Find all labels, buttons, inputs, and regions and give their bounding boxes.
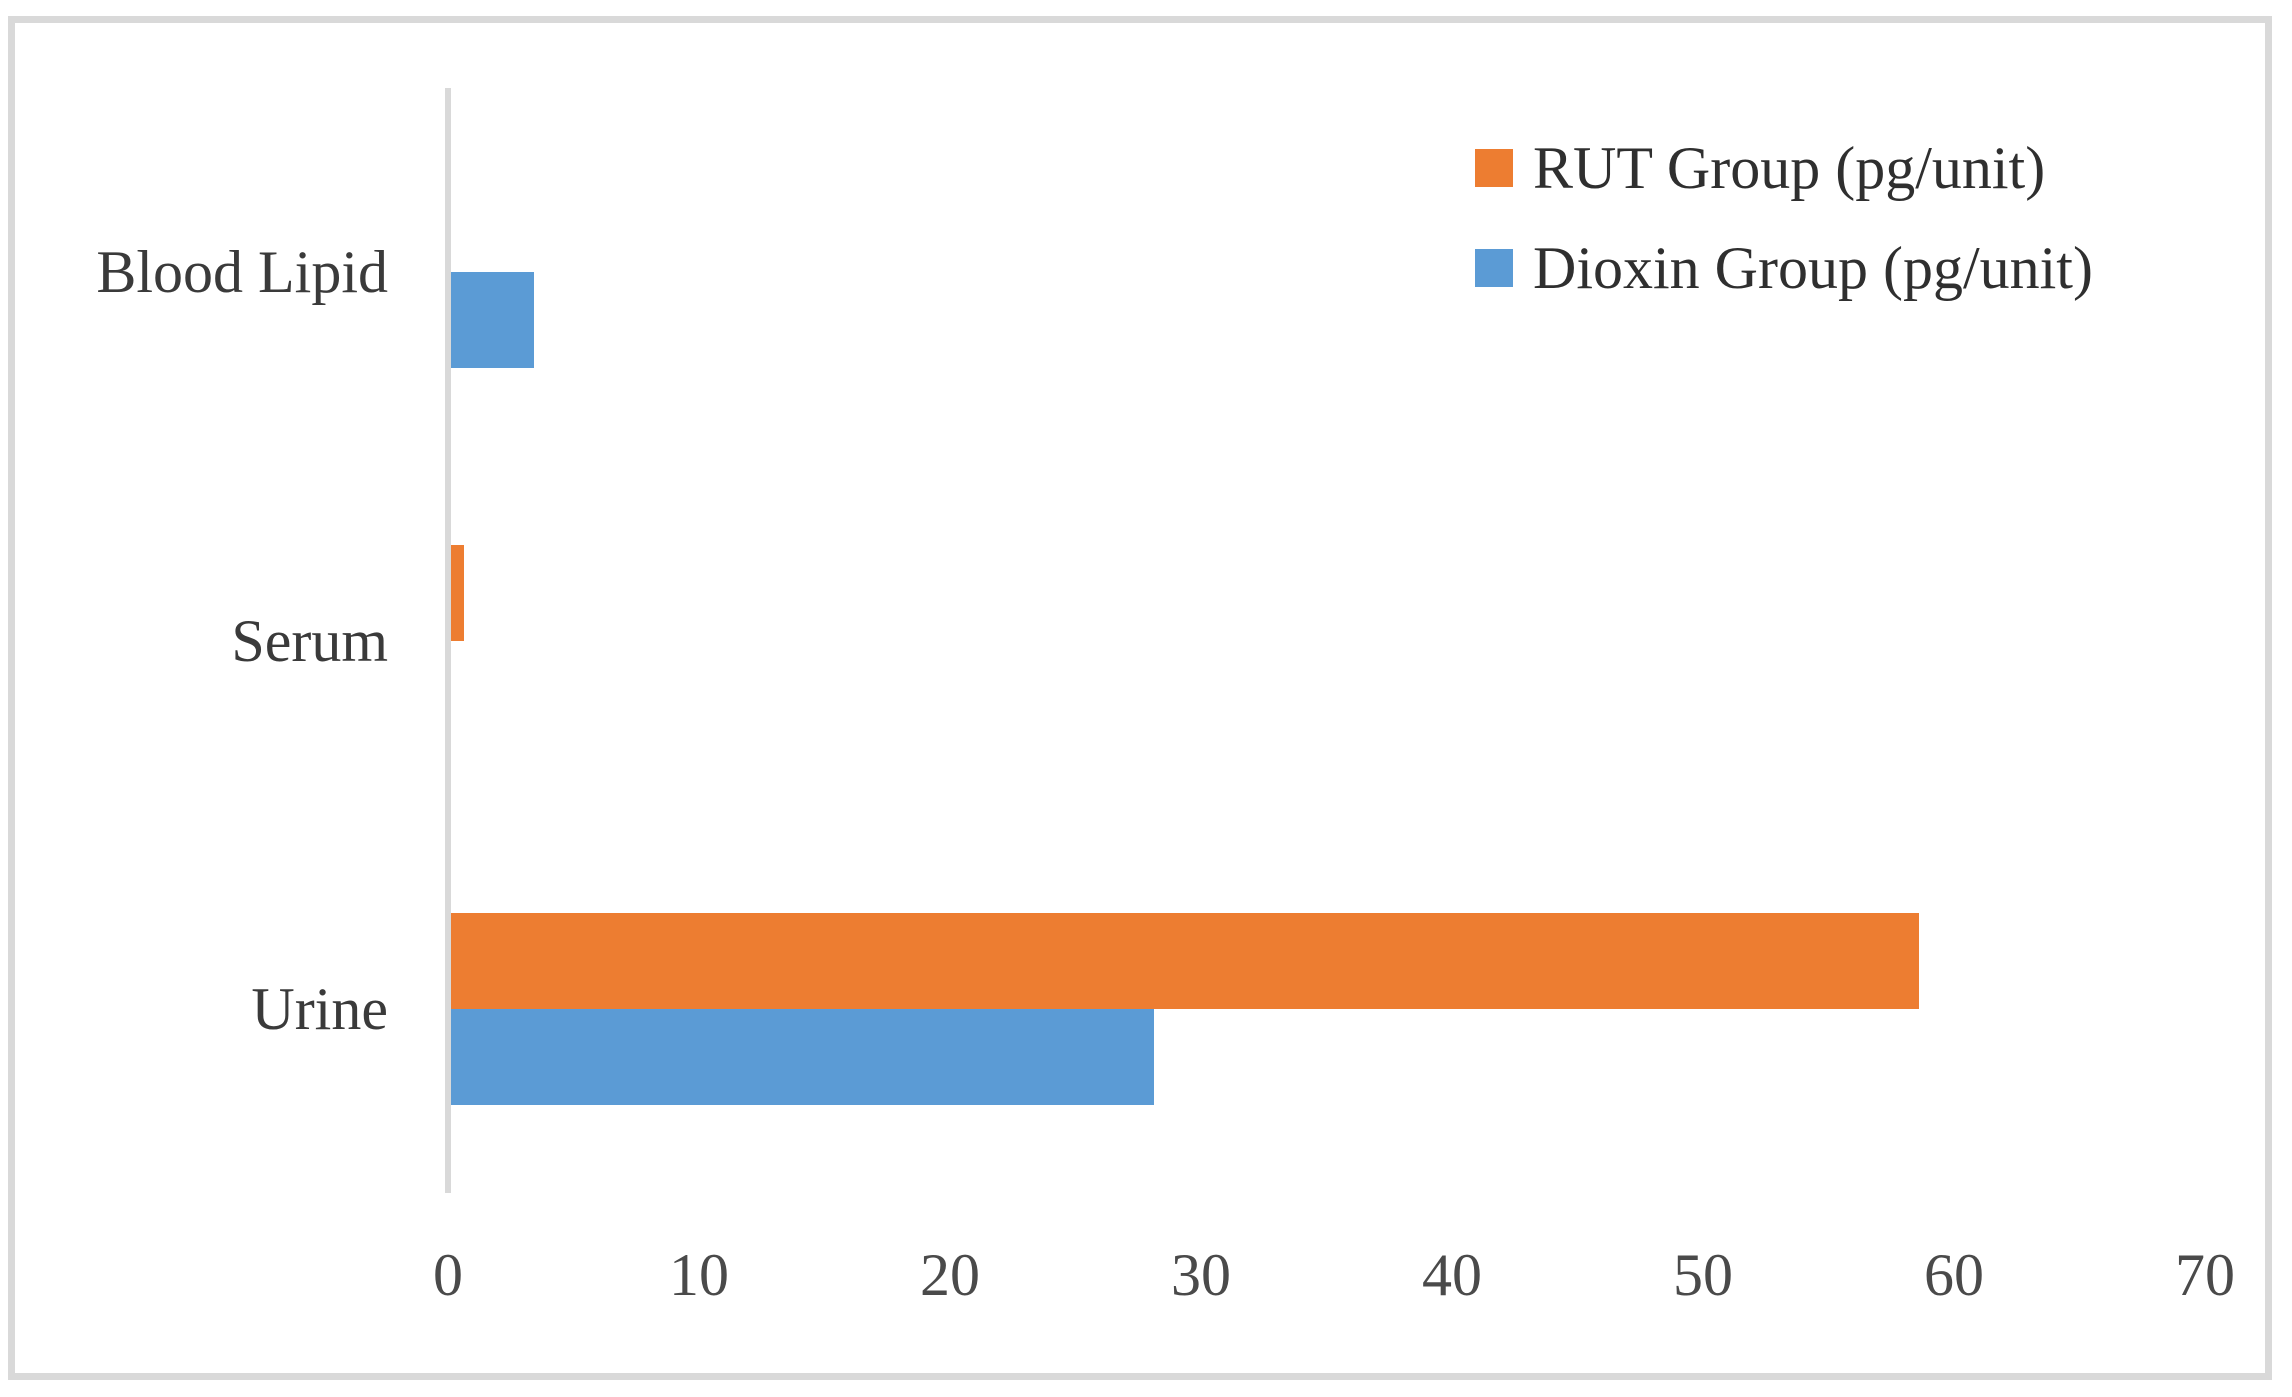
legend-label: Dioxin Group (pg/unit) xyxy=(1533,235,2093,301)
x-tick-label-40: 40 xyxy=(1422,1242,1482,1308)
x-tick-label-0: 0 xyxy=(433,1242,463,1308)
legend-label: RUT Group (pg/unit) xyxy=(1533,135,2046,201)
category-axis-line xyxy=(445,88,451,1193)
x-tick-label-50: 50 xyxy=(1673,1242,1733,1308)
chart-frame xyxy=(8,16,2272,1380)
rut-group-swatch-icon xyxy=(1475,149,1513,187)
category-label-blood-lipid: Blood Lipid xyxy=(96,239,388,305)
category-label-urine: Urine xyxy=(251,976,388,1042)
x-tick-label-20: 20 xyxy=(920,1242,980,1308)
x-tick-label-60: 60 xyxy=(1924,1242,1984,1308)
bar-urine-series-0 xyxy=(451,913,1919,1009)
bar-urine-series-1 xyxy=(451,1009,1154,1105)
chart-legend: RUT Group (pg/unit) Dioxin Group (pg/uni… xyxy=(1475,138,2093,349)
x-tick-label-30: 30 xyxy=(1171,1242,1231,1308)
dioxin-group-swatch-icon xyxy=(1475,249,1513,287)
legend-item-dioxin-group: Dioxin Group (pg/unit) xyxy=(1475,238,2093,298)
bar-serum-series-0 xyxy=(451,545,464,641)
legend-item-rut-group: RUT Group (pg/unit) xyxy=(1475,138,2093,198)
x-tick-label-10: 10 xyxy=(669,1242,729,1308)
x-tick-label-70: 70 xyxy=(2175,1242,2235,1308)
bar-blood-lipid-series-1 xyxy=(451,272,534,368)
category-label-serum: Serum xyxy=(231,608,388,674)
